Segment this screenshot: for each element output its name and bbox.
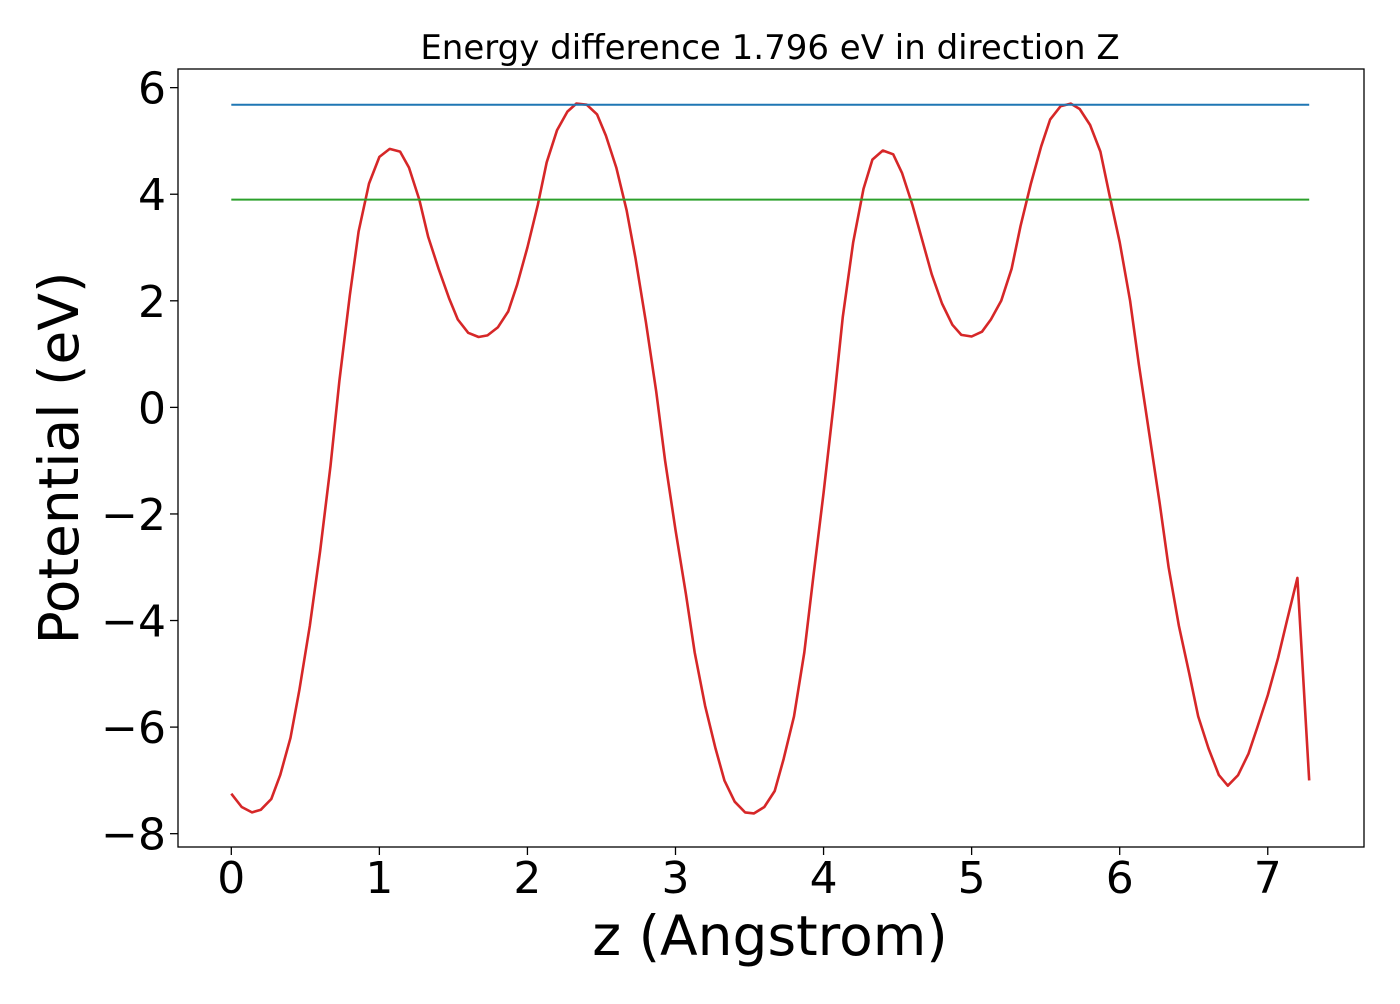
series-line-1 <box>230 102 1311 815</box>
chart-title: Energy difference 1.796 eV in direction … <box>420 28 1119 68</box>
x-tick-label: 6 <box>1106 853 1134 904</box>
plot-frame <box>177 68 1365 848</box>
x-tick-label: 3 <box>661 853 689 904</box>
y-tick-label: −6 <box>101 703 166 754</box>
x-tick-label: 1 <box>365 853 393 904</box>
tick-layer: 0 1 2 3 4 5 6 7 −8 −6 −4 −2 0 2 4 6 <box>101 64 1282 904</box>
x-tick-label: 2 <box>513 853 541 904</box>
y-tick-label: 6 <box>138 64 166 115</box>
x-axis-label: z (Angstrom) <box>592 904 948 968</box>
y-tick-label: −4 <box>101 597 166 648</box>
plot-layer <box>230 102 1311 815</box>
y-tick-label: 0 <box>138 383 166 434</box>
y-tick-label: 2 <box>138 277 166 328</box>
y-tick-label: −2 <box>101 490 166 541</box>
x-tick-label: 0 <box>217 853 245 904</box>
x-tick-label: 7 <box>1254 853 1282 904</box>
y-tick-label: −8 <box>101 810 166 861</box>
x-tick-label: 5 <box>958 853 986 904</box>
y-axis-label: Potential (eV) <box>27 272 91 645</box>
x-tick-label: 4 <box>810 853 838 904</box>
y-tick-label: 4 <box>138 170 166 221</box>
